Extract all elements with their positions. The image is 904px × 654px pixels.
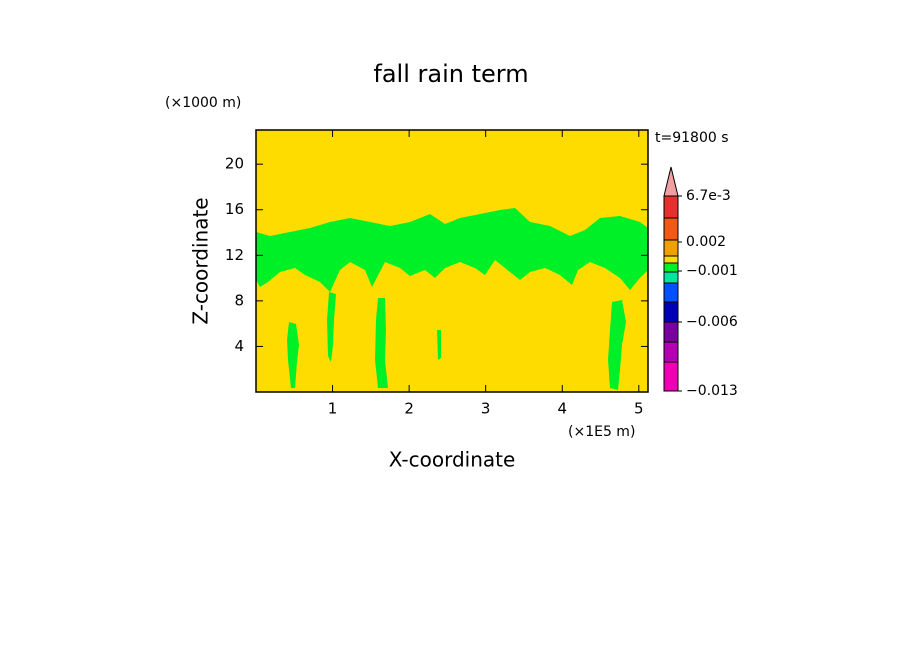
y-unit: (×1000 m) (165, 95, 241, 111)
colorbar-box (663, 239, 679, 257)
colorbar-box (663, 301, 679, 323)
anomaly-region (287, 322, 299, 388)
y-tick-label: 12 (225, 246, 244, 264)
colorbar-label: 0.002 (686, 234, 726, 250)
x-unit: (×1E5 m) (568, 424, 635, 440)
colorbar-label: −0.001 (686, 263, 738, 279)
anomaly-region (327, 292, 336, 362)
colorbar-triangle (663, 166, 679, 197)
colorbar-box (663, 341, 679, 363)
chart-title: fall rain term (373, 60, 528, 88)
colorbar-box (663, 217, 679, 241)
x-tick-label: 3 (481, 400, 491, 418)
colorbar-box (663, 262, 679, 273)
colorbar-label: −0.013 (686, 383, 738, 399)
x-tick-label: 1 (328, 400, 338, 418)
colorbar-label: 6.7e-3 (686, 188, 731, 204)
anomaly-region (608, 300, 626, 390)
field (256, 130, 648, 392)
y-tick-label: 8 (234, 291, 244, 309)
x-axis-label: X-coordinate (389, 448, 516, 472)
colorbar-box (663, 195, 679, 219)
time-label: t=91800 s (655, 130, 729, 146)
plot-frame (255, 129, 649, 393)
x-tick-label: 2 (404, 400, 414, 418)
x-tick-label: 4 (557, 400, 567, 418)
colorbar-box (663, 361, 679, 392)
colorbar-box (663, 255, 679, 264)
y-tick-label: 4 (234, 337, 244, 355)
anomaly-region (437, 330, 441, 360)
x-tick-label: 5 (634, 400, 644, 418)
colorbar-box (663, 282, 679, 303)
anomaly-region (375, 298, 388, 388)
y-tick-label: 16 (225, 200, 244, 218)
colorbar-box (663, 321, 679, 343)
y-tick-label: 20 (225, 155, 244, 173)
anomaly-region (256, 208, 648, 292)
y-axis-label: Z-coordinate (189, 197, 213, 324)
colorbar-box (663, 271, 679, 284)
colorbar-label: −0.006 (686, 314, 738, 330)
